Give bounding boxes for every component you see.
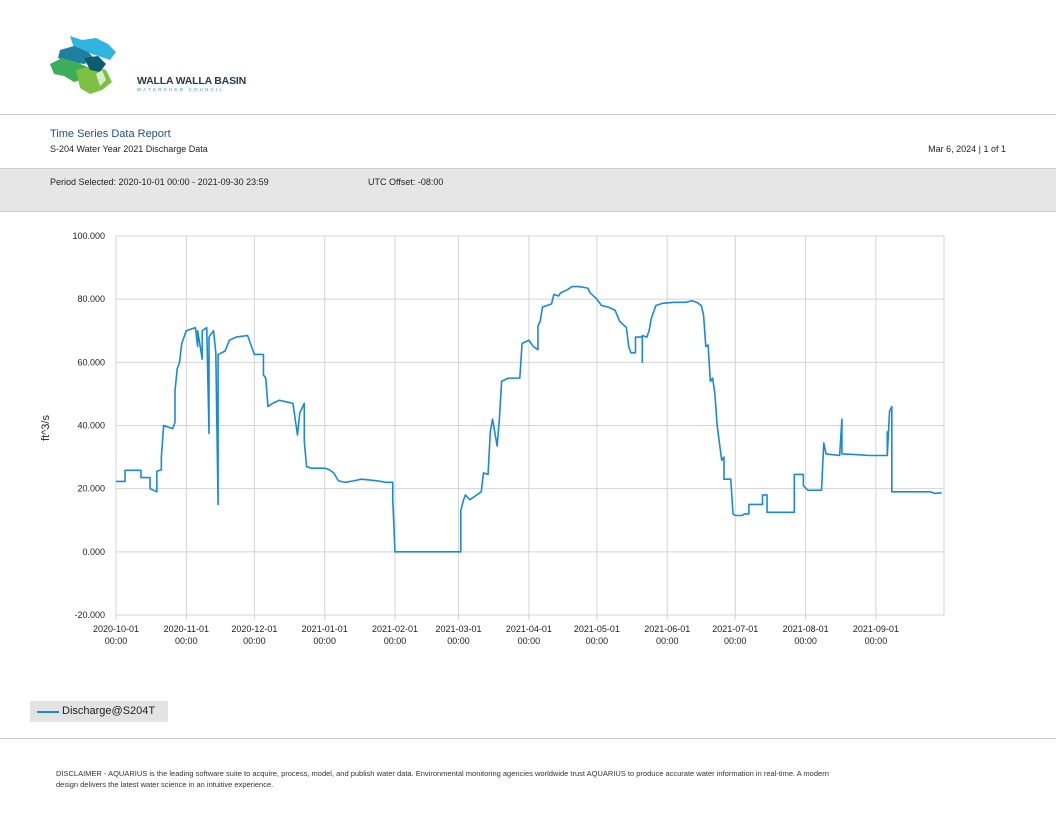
report-date-page: Mar 6, 2024 | 1 of 1 — [928, 144, 1006, 154]
x-tick-label: 00:00 — [518, 636, 541, 646]
y-axis-label: ft^3/s — [40, 415, 52, 441]
walla-walla-logo: WALLA WALLA BASIN WATERSHED COUNCIL — [46, 34, 246, 98]
period-selected: Period Selected: 2020-10-01 00:00 - 2021… — [50, 177, 269, 187]
y-tick-label: 80.000 — [77, 294, 105, 304]
y-tick-label: 60.000 — [77, 357, 105, 367]
x-tick-label: 2021-02-01 — [372, 624, 418, 634]
x-tick-label: 2021-03-01 — [436, 624, 482, 634]
x-tick-label: 2020-12-01 — [231, 624, 277, 634]
x-tick-label: 00:00 — [447, 636, 470, 646]
report-subtitle: S-204 Water Year 2021 Discharge Data — [50, 144, 208, 154]
y-tick-label: 40.000 — [77, 421, 105, 431]
x-tick-labels: 2020-10-01 00:00 2020-11-01 00:00 2020-12-01… — [93, 624, 899, 646]
y-tick-labels: 100.000 80.000 60.000 40.000 20.000 0.000 -20.… — [72, 231, 105, 620]
x-tick-label: 00:00 — [105, 636, 128, 646]
x-tick-label: 2021-09-01 — [853, 624, 899, 634]
x-tick-label: 2021-06-01 — [644, 624, 690, 634]
x-tick-label: 00:00 — [656, 636, 679, 646]
x-tick-label: 2021-07-01 — [712, 624, 758, 634]
x-tick-label: 00:00 — [794, 636, 817, 646]
y-tick-label: 20.000 — [77, 484, 105, 494]
report-title: Time Series Data Report — [50, 128, 171, 140]
legend: Discharge@S204T — [30, 701, 168, 722]
x-tick-label: 00:00 — [384, 636, 407, 646]
logo-subtitle: WATERSHED COUNCIL — [137, 87, 225, 92]
y-tick-label: -20.000 — [74, 610, 105, 620]
x-tick-label: 00:00 — [175, 636, 198, 646]
footer-divider — [0, 738, 1056, 739]
x-tick-label: 2021-08-01 — [783, 624, 829, 634]
chart-grid — [115, 235, 945, 620]
x-tick-label: 00:00 — [865, 636, 888, 646]
period-band — [0, 168, 1056, 212]
legend-label: Discharge@S204T — [62, 705, 156, 717]
x-tick-label: 2020-10-01 — [93, 624, 139, 634]
y-tick-label: 0.000 — [82, 547, 105, 557]
utc-offset: UTC Offset: -08:00 — [368, 177, 444, 187]
x-tick-label: 2021-01-01 — [302, 624, 348, 634]
x-tick-label: 2021-04-01 — [506, 624, 552, 634]
series-line-discharge — [116, 285, 942, 553]
x-tick-label: 00:00 — [313, 636, 336, 646]
x-tick-label: 00:00 — [586, 636, 609, 646]
logo-name: WALLA WALLA BASIN — [137, 75, 246, 87]
series-group — [116, 285, 942, 553]
x-tick-label: 2021-05-01 — [574, 624, 620, 634]
logo-mark-icon — [50, 36, 116, 94]
x-tick-label: 2020-11-01 — [164, 624, 209, 634]
header-divider — [0, 114, 1056, 115]
discharge-chart: 100.000 80.000 60.000 40.000 20.000 0.000 -20.… — [40, 231, 945, 646]
y-tick-label: 100.000 — [72, 231, 105, 241]
x-tick-label: 00:00 — [724, 636, 747, 646]
x-tick-label: 00:00 — [243, 636, 266, 646]
legend-swatch — [37, 711, 59, 713]
disclaimer-text: DISCLAIMER - AQUARIUS is the leading sof… — [56, 769, 829, 789]
